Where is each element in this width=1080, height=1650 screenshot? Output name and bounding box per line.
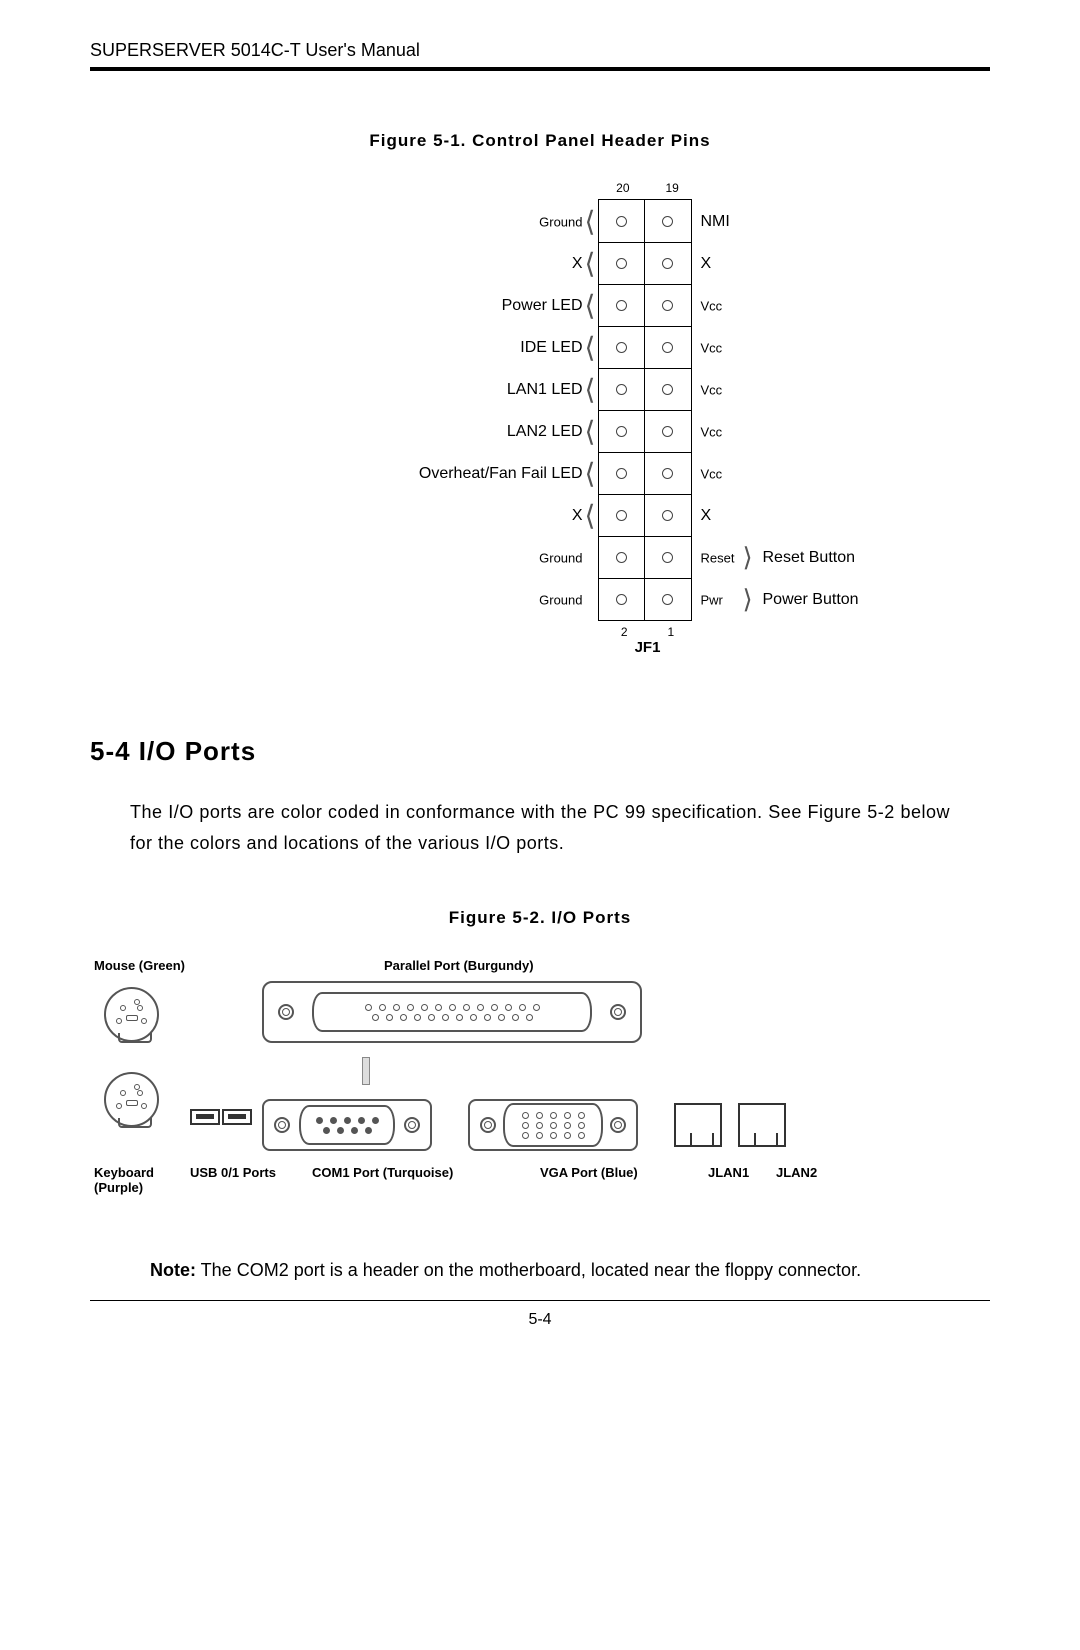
pin-row xyxy=(599,200,691,242)
ps2-block xyxy=(90,981,172,1151)
pin-row xyxy=(599,536,691,578)
label-usb: USB 0/1 Ports xyxy=(190,1165,312,1180)
label-keyboard: Keyboard (Purple) xyxy=(94,1165,190,1195)
label-jlan1: JLAN1 xyxy=(708,1165,776,1180)
screw-icon xyxy=(274,1117,290,1133)
pin-row xyxy=(599,452,691,494)
screw-icon xyxy=(404,1117,420,1133)
com1-dsub xyxy=(299,1105,395,1145)
page-number: 5-4 xyxy=(90,1311,990,1329)
label-mouse: Mouse (Green) xyxy=(94,958,244,973)
pin-left-label: Ground xyxy=(383,215,583,230)
pin-row xyxy=(599,578,691,620)
pin-num-top-right: 19 xyxy=(666,181,679,195)
pin-num-bottom-left: 2 xyxy=(621,625,628,639)
pin-left-label: Ground xyxy=(383,593,583,608)
io-ports-figure: Mouse (Green) Parallel Port (Burgundy) xyxy=(90,958,990,1195)
label-com1: COM1 Port (Turquoise) xyxy=(312,1165,540,1180)
pin-right-label: Vcc xyxy=(701,299,723,314)
section-body: The I/O ports are color coded in conform… xyxy=(130,797,950,858)
pin-left-label: Ground xyxy=(383,551,583,566)
pin-left-label: LAN1 LED xyxy=(383,381,583,399)
label-jlan2: JLAN2 xyxy=(776,1165,817,1180)
jlan2-port-icon xyxy=(738,1103,786,1147)
connector-label: JF1 xyxy=(598,639,698,656)
usb-port-icon xyxy=(222,1109,252,1125)
pin-far-right-label: Reset Button xyxy=(763,549,856,567)
pin-left-label: X xyxy=(383,255,583,273)
pin-right-label: NMI xyxy=(701,213,730,231)
brace-icon: ⟨ xyxy=(585,415,596,448)
mouse-port-icon xyxy=(104,987,159,1042)
footer-rule xyxy=(90,1300,990,1301)
brace-icon: ⟨ xyxy=(585,205,596,238)
pin-right-label: Vcc xyxy=(701,467,723,482)
vga-port-icon xyxy=(468,1099,638,1151)
usb-block xyxy=(172,981,262,1151)
pin-right-label: Vcc xyxy=(701,341,723,356)
parallel-port-icon xyxy=(262,981,642,1043)
note-label: Note: xyxy=(150,1260,196,1280)
brace-icon: ⟩ xyxy=(743,542,753,573)
pin-right-label: Reset xyxy=(701,551,735,566)
com1-port-icon xyxy=(262,1099,432,1151)
brace-icon: ⟨ xyxy=(585,289,596,322)
brace-icon: ⟨ xyxy=(585,457,596,490)
brace-icon: ⟩ xyxy=(743,584,753,615)
pin-diagram: 20 19 2 1 JF1 Ground⟨NMIX⟨XPower LED⟨Vcc… xyxy=(90,181,990,656)
parallel-dsub xyxy=(312,992,592,1032)
pin-num-top-left: 20 xyxy=(616,181,629,195)
brace-icon: ⟨ xyxy=(585,373,596,406)
pin-far-right-label: Power Button xyxy=(763,591,859,609)
pin-num-bottom-right: 1 xyxy=(668,625,675,639)
pin-row xyxy=(599,494,691,536)
section-heading: 5-4 I/O Ports xyxy=(90,736,990,767)
screw-icon xyxy=(610,1117,626,1133)
pin-right-label: X xyxy=(701,255,712,273)
pin-left-label: Power LED xyxy=(383,297,583,315)
pin-left-label: Overheat/Fan Fail LED xyxy=(383,465,583,483)
figure1-title: Figure 5-1. Control Panel Header Pins xyxy=(90,131,990,151)
page-header: SUPERSERVER 5014C-T User's Manual xyxy=(90,40,990,71)
brace-icon: ⟨ xyxy=(585,247,596,280)
label-parallel: Parallel Port (Burgundy) xyxy=(244,958,544,973)
note-text: Note: The COM2 port is a header on the m… xyxy=(150,1255,950,1286)
screw-icon xyxy=(278,1004,294,1020)
screw-icon xyxy=(480,1117,496,1133)
pin-right-label: Vcc xyxy=(701,425,723,440)
pin-grid xyxy=(598,199,692,621)
pin-left-label: X xyxy=(383,507,583,525)
pin-row xyxy=(599,284,691,326)
bracket-stem xyxy=(362,1057,370,1085)
brace-icon: ⟨ xyxy=(585,499,596,532)
lan-block xyxy=(674,1103,786,1147)
pin-row xyxy=(599,326,691,368)
pin-row xyxy=(599,410,691,452)
pin-right-label: X xyxy=(701,507,712,525)
pin-left-label: LAN2 LED xyxy=(383,423,583,441)
pin-row xyxy=(599,242,691,284)
pin-right-label: Pwr xyxy=(701,593,723,608)
label-vga: VGA Port (Blue) xyxy=(540,1165,708,1180)
jlan1-port-icon xyxy=(674,1103,722,1147)
keyboard-port-icon xyxy=(104,1072,159,1127)
usb-port-icon xyxy=(190,1109,220,1125)
note-body: The COM2 port is a header on the motherb… xyxy=(196,1260,861,1280)
figure2-title: Figure 5-2. I/O Ports xyxy=(90,908,990,928)
pin-right-label: Vcc xyxy=(701,383,723,398)
vga-dsub xyxy=(503,1103,603,1147)
pin-left-label: IDE LED xyxy=(383,339,583,357)
brace-icon: ⟨ xyxy=(585,331,596,364)
screw-icon xyxy=(610,1004,626,1020)
pin-row xyxy=(599,368,691,410)
